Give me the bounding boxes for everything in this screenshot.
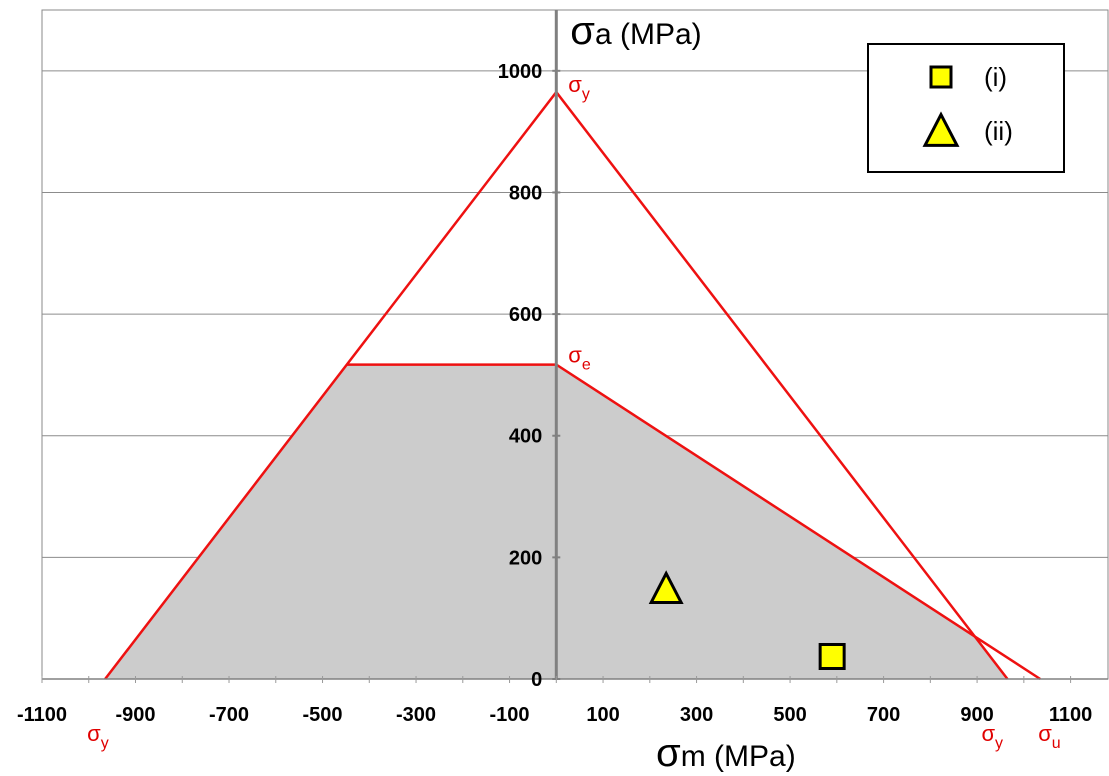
legend-entry-i-label: (i) (984, 62, 1007, 92)
y-tick-marks (41, 69, 1072, 683)
legend-entries: (i) (ii) (922, 62, 1013, 147)
x-tick-label--700: -700 (209, 704, 249, 726)
point-ii-triangle (648, 570, 684, 604)
legend-box (867, 43, 1065, 173)
y-tick-label-400: 400 (509, 426, 542, 448)
y-tick-label-200: 200 (509, 547, 542, 569)
x-tick-label--500: -500 (303, 704, 343, 726)
y-tick-label-0: 0 (531, 669, 542, 691)
x-tick-label--100: -100 (490, 704, 530, 726)
x-tick-label--300: -300 (396, 704, 436, 726)
x-tick-label-900: 900 (960, 704, 993, 726)
legend-entry-ii-marker (922, 111, 960, 147)
label-sigma-e-endurance: σe (568, 343, 591, 374)
data-markers (648, 570, 846, 670)
legend: (i) (ii) (867, 43, 1065, 173)
x-axis-title: σm (MPa) (656, 731, 796, 775)
legend-entry-i-marker (929, 65, 953, 89)
y-tick-labels: 0 200 400 600 800 1000 (498, 61, 543, 691)
x-tick-label-500: 500 (773, 704, 806, 726)
point-i-square (818, 642, 846, 670)
y-tick-label-1000: 1000 (498, 61, 543, 83)
label-sigma-y-peak: σy (568, 72, 590, 103)
x-tick-label--1100: -1100 (17, 704, 67, 726)
legend-entry-ii-label: (ii) (984, 116, 1013, 146)
x-tick-labels: -1100 -900 -700 -500 -300 -100 100 300 500 700 900… (17, 704, 1092, 726)
x-tick-label-100: 100 (586, 704, 619, 726)
x-tick-label-1100: 1100 (1049, 704, 1092, 726)
x-tick-label-700: 700 (867, 704, 900, 726)
x-tick-label-300: 300 (680, 704, 713, 726)
label-sigma-y-left-intercept: σy (87, 721, 109, 752)
y-tick-label-600: 600 (509, 304, 542, 326)
label-sigma-u-ultimate: σu (1038, 721, 1060, 752)
x-tick-label--900: -900 (115, 704, 155, 726)
annotations: σy σe σy σy σu (87, 72, 1061, 752)
y-axis-title: σa (MPa) (570, 9, 701, 53)
y-tick-label-800: 800 (509, 182, 542, 204)
label-sigma-y-right-intercept: σy (981, 721, 1003, 752)
